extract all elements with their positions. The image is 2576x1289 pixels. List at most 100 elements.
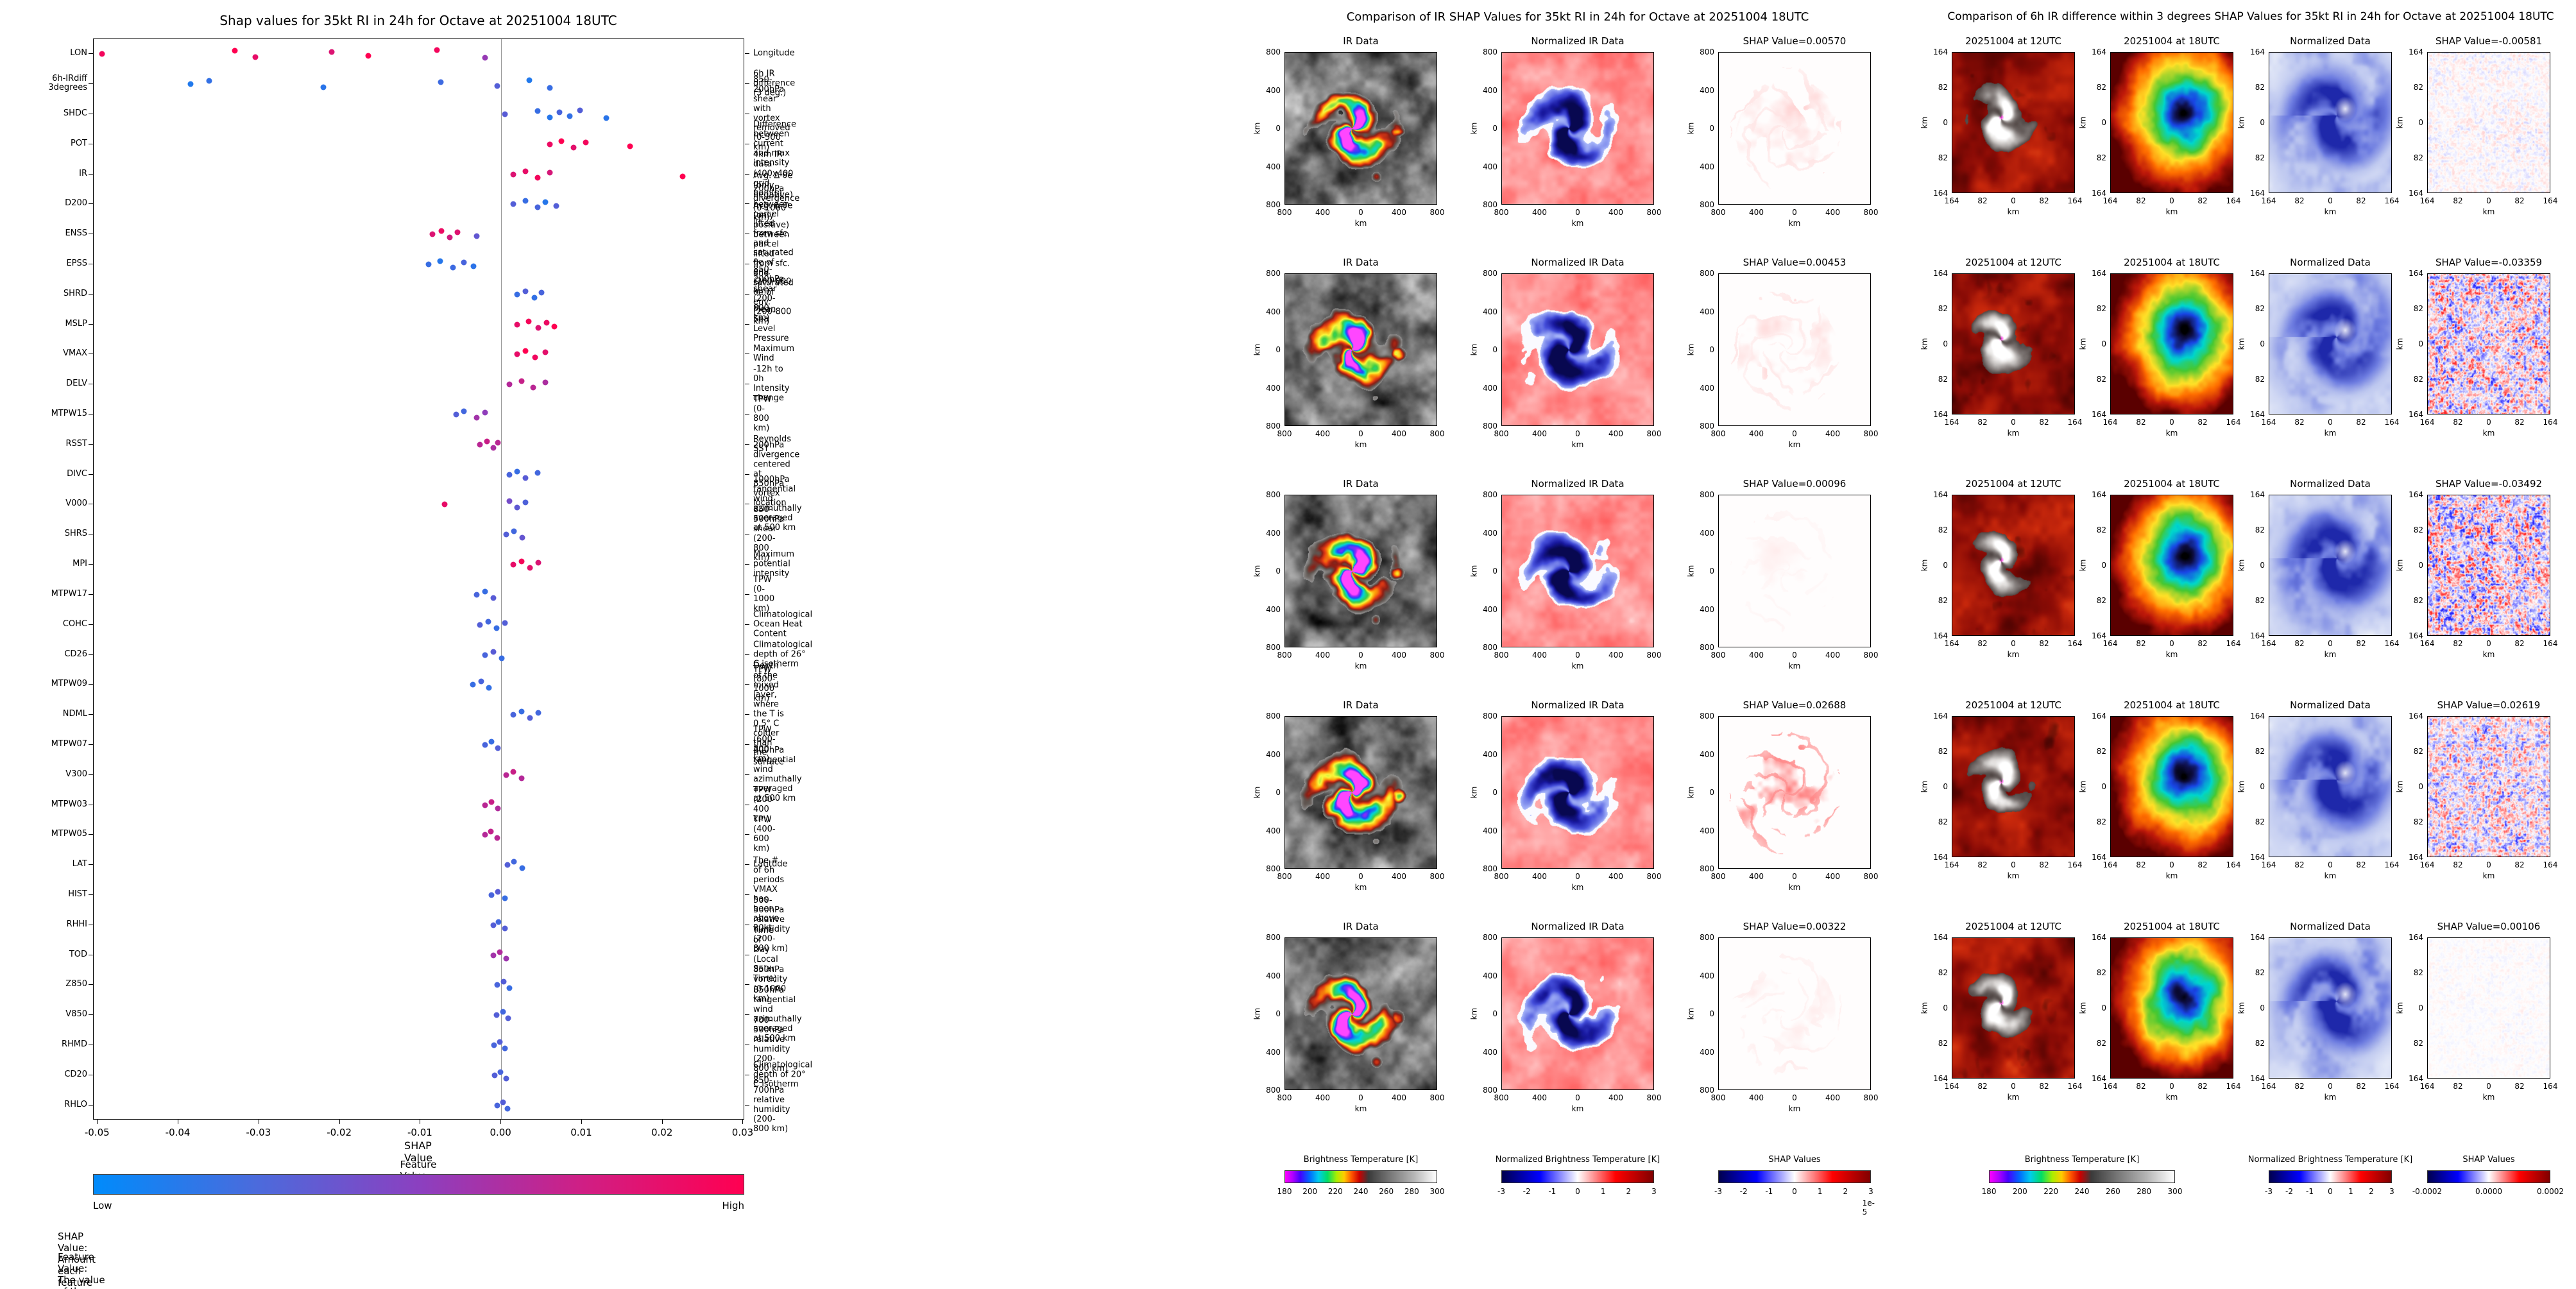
x-tick-label: 164 — [2103, 860, 2118, 869]
shap-point — [547, 85, 553, 91]
x-tick-label: 0 — [2169, 860, 2174, 869]
y-tick-label: 400 — [1700, 528, 1714, 538]
feature-code-label: IR — [79, 168, 87, 178]
shap-point — [470, 263, 477, 269]
x-tick-label: 800 — [1494, 429, 1509, 438]
x-tick-label: 82 — [2356, 196, 2366, 205]
shap-point — [461, 259, 467, 266]
subplot-title: 20251004 at 18UTC — [2124, 257, 2220, 268]
x-tick-label: 0 — [1358, 1093, 1363, 1102]
x-tick-label: 800 — [1646, 208, 1662, 217]
y-tick-label: 400 — [1266, 971, 1281, 980]
x-tick-label: 164 — [2419, 860, 2435, 869]
x-tick-label: 82 — [2453, 1082, 2463, 1091]
x-tick-label: 82 — [2514, 1082, 2525, 1091]
image-nbl — [2269, 53, 2391, 192]
x-tick-label: 800 — [1494, 208, 1509, 217]
feature-code-label: NDML — [62, 709, 87, 719]
x-tick-label: 82 — [1977, 639, 1988, 648]
shap-point — [437, 258, 443, 264]
shap-point — [497, 949, 503, 955]
colorbar-label: Normalized Brightness Temperature [K] — [1495, 1155, 1660, 1165]
y-tick-label: 82 — [2255, 304, 2265, 313]
x-tick-label: 800 — [1429, 208, 1445, 217]
colorbar — [2269, 1170, 2392, 1183]
y-tick-mark-right — [745, 774, 749, 775]
y-tick-mark-left — [89, 654, 93, 655]
shap-point — [514, 504, 520, 511]
x-tick-label: 800 — [1646, 872, 1662, 881]
x-tick-label: 400 — [1749, 429, 1764, 438]
feature-description: 200hPa divergence centered at 850hPa vor… — [753, 440, 800, 508]
x-tick-label: 0.03 — [731, 1127, 754, 1138]
shap-point — [518, 775, 525, 781]
x-tick-label: 400 — [1825, 429, 1840, 438]
y-tick-label: 400 — [1700, 826, 1714, 835]
y-tick-label: 82 — [2096, 596, 2106, 605]
x-axis-unit-label: km — [1354, 1104, 1367, 1113]
feature-code-label: RHLO — [64, 1099, 87, 1109]
x-tick-label: 164 — [2261, 1082, 2276, 1091]
y-tick-label: 164 — [2092, 853, 2106, 862]
colorbar — [1284, 1170, 1437, 1183]
x-axis-unit-label: km — [1788, 440, 1801, 449]
y-tick-label: 164 — [2250, 1074, 2265, 1083]
y-tick-label: 82 — [2096, 968, 2106, 977]
image-frame — [2269, 937, 2392, 1079]
shap-point — [525, 318, 532, 325]
y-tick-label: 800 — [1700, 933, 1714, 942]
shap-point — [490, 595, 497, 601]
feature-description: Climatological depth of 20° C isotherm — [753, 1060, 813, 1089]
x-tick-label: 82 — [2136, 418, 2146, 427]
x-tick-mark — [339, 1120, 340, 1124]
x-tick-label: 400 — [1825, 1093, 1840, 1102]
x-tick-label: 800 — [1646, 1093, 1662, 1102]
feature-code-label: MTPW07 — [51, 738, 87, 749]
y-tick-label: 0 — [2260, 782, 2265, 791]
subplot-title: Normalized IR Data — [1531, 699, 1625, 711]
x-tick-label: 82 — [2294, 639, 2305, 648]
x-tick-label: 0 — [1792, 208, 1797, 217]
y-tick-mark-left — [89, 894, 93, 895]
shap-point — [494, 982, 500, 988]
subplot-title: 20251004 at 12UTC — [1965, 35, 2061, 47]
shap-point — [518, 378, 525, 384]
x-tick-label: 0 — [2486, 639, 2491, 648]
image-frame — [2427, 52, 2550, 193]
shap-point — [511, 528, 517, 534]
y-tick-mark-right — [745, 984, 749, 986]
colorbar-tick-label: 240 — [2074, 1187, 2090, 1196]
y-tick-label: 164 — [2409, 490, 2423, 499]
shap-point — [526, 77, 533, 83]
x-tick-label: 400 — [1608, 651, 1623, 660]
x-tick-label: 82 — [2514, 196, 2525, 205]
shap-point — [493, 625, 500, 631]
shap-point — [429, 231, 436, 237]
y-tick-label: 0 — [2260, 118, 2265, 127]
feature-code-label: V000 — [65, 499, 87, 509]
x-tick-label: 82 — [2294, 860, 2305, 869]
y-tick-label: 400 — [1483, 604, 1497, 614]
y-tick-mark-left — [89, 684, 93, 685]
y-tick-mark-left — [89, 323, 93, 325]
y-tick-label: 0 — [2418, 118, 2423, 127]
y-tick-mark-left — [89, 774, 93, 775]
x-tick-label: 0 — [2011, 860, 2016, 869]
x-tick-label: 164 — [2103, 639, 2118, 648]
y-tick-label: 164 — [2250, 490, 2265, 499]
x-axis-unit-label: km — [1571, 1104, 1584, 1113]
x-tick-label: 82 — [2197, 418, 2208, 427]
y-tick-label: 164 — [1933, 933, 1948, 942]
x-axis-unit-label: km — [2482, 871, 2495, 880]
subplot-title: 20251004 at 18UTC — [2124, 35, 2220, 47]
image-g12 — [1952, 53, 2074, 192]
x-tick-label: 0 — [2169, 639, 2174, 648]
y-tick-label: 800 — [1483, 269, 1497, 278]
y-tick-mark-left — [89, 744, 93, 745]
y-tick-label: 800 — [1700, 864, 1714, 873]
x-tick-label: 800 — [1863, 429, 1879, 438]
image-r18 — [2111, 274, 2233, 414]
image-frame — [2269, 495, 2392, 636]
y-tick-label: 164 — [2409, 189, 2423, 198]
y-tick-label: 800 — [1266, 200, 1281, 209]
